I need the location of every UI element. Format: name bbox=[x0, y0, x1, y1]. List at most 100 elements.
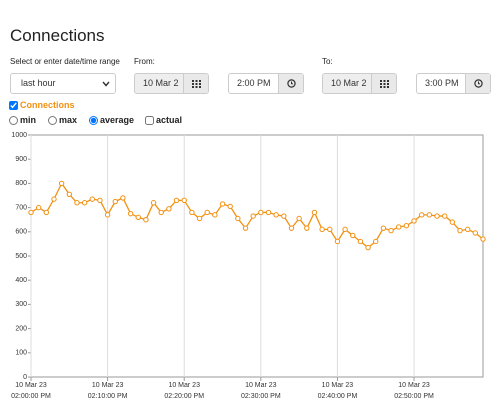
legend-label: Connections bbox=[20, 100, 75, 110]
data-point bbox=[373, 238, 379, 245]
to-time[interactable]: 3:00 PM bbox=[416, 73, 491, 94]
from-label: From: bbox=[134, 57, 155, 66]
x-tick-label: 10 Mar 23 02:20:00 PM bbox=[164, 382, 205, 400]
series-checkbox[interactable] bbox=[9, 100, 18, 110]
calendar-button[interactable] bbox=[183, 74, 208, 93]
data-point bbox=[219, 201, 226, 207]
series-line bbox=[30, 182, 484, 249]
data-point bbox=[28, 209, 34, 216]
data-point bbox=[35, 204, 42, 211]
y-tick-label: 300 bbox=[15, 301, 27, 308]
data-point bbox=[449, 219, 456, 225]
data-point bbox=[273, 212, 279, 218]
data-point bbox=[158, 209, 164, 216]
clock-icon bbox=[286, 79, 296, 88]
from-time[interactable]: 2:00 PM bbox=[228, 73, 304, 94]
option[interactable]: max bbox=[48, 115, 77, 125]
y-tick-label: 800 bbox=[15, 180, 27, 187]
clock-button[interactable] bbox=[278, 74, 303, 93]
x-tick-label: 10 Mar 23 02:30:00 PM bbox=[240, 382, 281, 400]
page-title: Connections bbox=[10, 26, 105, 45]
to-time-value: 3:00 PM bbox=[425, 78, 459, 88]
x-tick-label: 10 Mar 23 02:40:00 PM bbox=[317, 382, 358, 400]
option[interactable]: average bbox=[89, 115, 134, 125]
data-point bbox=[212, 212, 218, 218]
x-tick-label: 10 Mar 23 02:10:00 PM bbox=[87, 382, 128, 400]
y-tick-label: 200 bbox=[15, 325, 27, 332]
data-point bbox=[189, 209, 195, 216]
data-point bbox=[327, 226, 333, 233]
from-date[interactable]: 10 Mar 2 bbox=[134, 73, 209, 94]
option[interactable]: actual bbox=[145, 115, 182, 125]
x-tick-label: 10 Mar 23 02:00:00 PM bbox=[11, 382, 51, 400]
to-label: To: bbox=[322, 57, 333, 66]
data-point bbox=[227, 203, 233, 210]
data-point bbox=[127, 210, 134, 217]
calendar-icon bbox=[191, 79, 201, 88]
option-label: min bbox=[20, 115, 37, 125]
data-point bbox=[120, 195, 126, 201]
option-radio[interactable] bbox=[9, 115, 18, 125]
data-point bbox=[441, 213, 448, 219]
data-point bbox=[166, 206, 172, 212]
data-point bbox=[258, 209, 264, 216]
data-point bbox=[365, 244, 371, 251]
data-point bbox=[135, 214, 141, 220]
data-point bbox=[419, 212, 425, 218]
data-point bbox=[173, 197, 180, 204]
data-point bbox=[204, 209, 210, 216]
data-point bbox=[235, 215, 241, 222]
option[interactable]: min bbox=[9, 115, 36, 125]
data-point bbox=[112, 198, 118, 205]
calendar-button[interactable] bbox=[371, 74, 396, 93]
option-radio[interactable] bbox=[48, 115, 57, 125]
to-date[interactable]: 10 Mar 2 bbox=[322, 73, 397, 94]
clock-button[interactable] bbox=[465, 74, 490, 93]
range-select-value: last hour bbox=[21, 78, 56, 88]
data-point bbox=[411, 218, 417, 224]
data-point bbox=[296, 215, 302, 222]
y-tick-label: 600 bbox=[15, 229, 27, 236]
range-select[interactable]: last hour bbox=[10, 73, 116, 94]
series-toggle[interactable]: Connections bbox=[9, 100, 75, 110]
y-tick-label: 500 bbox=[15, 253, 27, 260]
data-point bbox=[51, 196, 57, 202]
y-tick-label: 1000 bbox=[11, 132, 27, 139]
option-checkbox[interactable] bbox=[145, 115, 154, 125]
clock-icon bbox=[473, 79, 483, 88]
data-point bbox=[81, 200, 88, 206]
data-point bbox=[396, 224, 402, 230]
data-point bbox=[143, 217, 149, 223]
data-point bbox=[196, 215, 203, 222]
data-point bbox=[242, 225, 249, 231]
plot-frame bbox=[30, 134, 484, 378]
data-point bbox=[350, 232, 356, 239]
y-tick-label: 0 bbox=[23, 374, 27, 381]
data-point bbox=[281, 213, 287, 219]
to-date-value: 10 Mar 2 bbox=[331, 78, 367, 88]
option-radio[interactable] bbox=[89, 115, 98, 125]
data-point bbox=[380, 225, 387, 231]
data-point bbox=[43, 209, 50, 216]
data-point bbox=[288, 225, 295, 231]
data-point bbox=[319, 226, 325, 233]
y-tick-label: 700 bbox=[15, 204, 27, 211]
option-label: max bbox=[59, 115, 78, 125]
data-point bbox=[480, 236, 486, 242]
data-point bbox=[334, 238, 341, 245]
data-point bbox=[89, 196, 95, 202]
y-tick-label: 400 bbox=[15, 277, 27, 284]
data-point bbox=[357, 238, 364, 245]
calendar-icon bbox=[379, 79, 389, 88]
data-point bbox=[58, 180, 65, 187]
data-point bbox=[426, 212, 433, 218]
from-date-value: 10 Mar 2 bbox=[143, 78, 179, 88]
chevron bbox=[102, 81, 110, 87]
data-point bbox=[403, 223, 410, 229]
data-point bbox=[97, 197, 103, 204]
data-point bbox=[74, 200, 80, 206]
y-tick-label: 100 bbox=[15, 350, 27, 357]
data-point bbox=[472, 230, 479, 236]
option-label: average bbox=[100, 115, 135, 125]
